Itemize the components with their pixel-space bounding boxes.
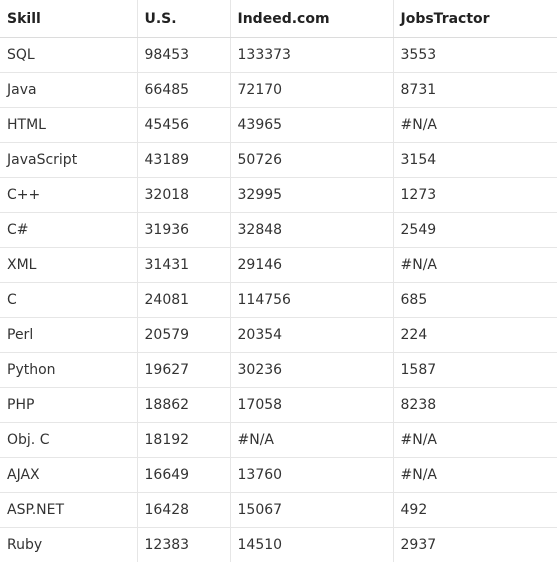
skill-cell: XML: [0, 248, 137, 283]
indeed-count-cell: 30236: [230, 353, 393, 388]
jobstractor-count-cell: #N/A: [393, 423, 557, 458]
us-count-cell: 18862: [137, 388, 230, 423]
skill-cell: Python: [0, 353, 137, 388]
header-skill: Skill: [0, 0, 137, 38]
skill-cell: Perl: [0, 318, 137, 353]
skill-cell: Ruby: [0, 528, 137, 562]
us-count-cell: 12383: [137, 528, 230, 562]
skill-cell: C: [0, 283, 137, 318]
jobstractor-count-cell: 2937: [393, 528, 557, 562]
jobstractor-count-cell: 8238: [393, 388, 557, 423]
indeed-count-cell: 32995: [230, 178, 393, 213]
table-header: Skill U.S. Indeed.com JobsTractor: [0, 0, 557, 38]
skill-cell: ASP.NET: [0, 493, 137, 528]
skill-cell: JavaScript: [0, 143, 137, 178]
jobstractor-count-cell: #N/A: [393, 108, 557, 143]
us-count-cell: 19627: [137, 353, 230, 388]
us-count-cell: 66485: [137, 73, 230, 108]
header-row: Skill U.S. Indeed.com JobsTractor: [0, 0, 557, 38]
indeed-count-cell: #N/A: [230, 423, 393, 458]
us-count-cell: 31936: [137, 213, 230, 248]
jobstractor-count-cell: 1273: [393, 178, 557, 213]
jobstractor-count-cell: 492: [393, 493, 557, 528]
jobstractor-count-cell: 224: [393, 318, 557, 353]
us-count-cell: 16649: [137, 458, 230, 493]
jobstractor-count-cell: 685: [393, 283, 557, 318]
us-count-cell: 98453: [137, 38, 230, 73]
indeed-count-cell: 14510: [230, 528, 393, 562]
jobstractor-count-cell: 3154: [393, 143, 557, 178]
jobstractor-count-cell: 3553: [393, 38, 557, 73]
indeed-count-cell: 133373: [230, 38, 393, 73]
indeed-count-cell: 32848: [230, 213, 393, 248]
skill-cell: Obj. C: [0, 423, 137, 458]
indeed-count-cell: 29146: [230, 248, 393, 283]
indeed-count-cell: 43965: [230, 108, 393, 143]
indeed-count-cell: 20354: [230, 318, 393, 353]
skill-cell: HTML: [0, 108, 137, 143]
jobstractor-count-cell: 2549: [393, 213, 557, 248]
us-count-cell: 45456: [137, 108, 230, 143]
jobstractor-count-cell: #N/A: [393, 248, 557, 283]
jobstractor-count-cell: #N/A: [393, 458, 557, 493]
header-indeed: Indeed.com: [230, 0, 393, 38]
skill-cell: SQL: [0, 38, 137, 73]
skill-cell: C#: [0, 213, 137, 248]
indeed-count-cell: 17058: [230, 388, 393, 423]
indeed-count-cell: 72170: [230, 73, 393, 108]
indeed-count-cell: 50726: [230, 143, 393, 178]
jobstractor-count-cell: 8731: [393, 73, 557, 108]
skill-cell: C++: [0, 178, 137, 213]
indeed-count-cell: 13760: [230, 458, 393, 493]
us-count-cell: 16428: [137, 493, 230, 528]
us-count-cell: 43189: [137, 143, 230, 178]
skill-cell: PHP: [0, 388, 137, 423]
us-count-cell: 32018: [137, 178, 230, 213]
us-count-cell: 24081: [137, 283, 230, 318]
us-count-cell: 31431: [137, 248, 230, 283]
us-count-cell: 20579: [137, 318, 230, 353]
jobstractor-count-cell: 1587: [393, 353, 557, 388]
header-jobstractor: JobsTractor: [393, 0, 557, 38]
indeed-count-cell: 114756: [230, 283, 393, 318]
header-us: U.S.: [137, 0, 230, 38]
us-count-cell: 18192: [137, 423, 230, 458]
indeed-count-cell: 15067: [230, 493, 393, 528]
skill-cell: AJAX: [0, 458, 137, 493]
skill-cell: Java: [0, 73, 137, 108]
